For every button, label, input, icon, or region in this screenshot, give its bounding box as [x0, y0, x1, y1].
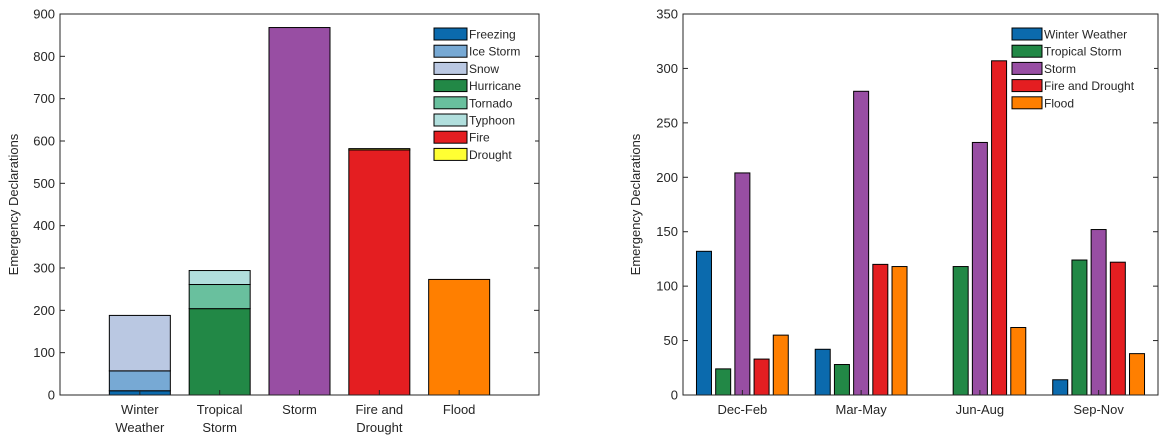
legend-label: Freezing: [469, 28, 516, 42]
legend-swatch: [433, 27, 468, 41]
x-tick-label: Flood: [443, 402, 476, 417]
bar-2-series-4: [188, 308, 251, 396]
y-axis-label: Emergency Declarations: [6, 133, 21, 275]
bar-2-series-5: [188, 284, 251, 310]
x-tick-label: Tropical: [197, 402, 243, 417]
legend-label: Fire: [469, 131, 490, 145]
bar-2-series-6: [188, 270, 251, 286]
legend: Winter Weather Tropical Storm Storm Fire an…: [1008, 22, 1154, 114]
y-tick-label: 300: [33, 261, 55, 276]
legend-label: Ice Storm: [469, 45, 520, 59]
legend-label: Tropical Storm: [1044, 45, 1122, 59]
bar-1-series-5: [772, 334, 789, 396]
x-tick-label: Jun-Aug: [956, 402, 1004, 417]
bar-4-series-8: [348, 148, 411, 151]
y-tick-label: 200: [656, 170, 678, 185]
legend-swatch: [433, 130, 468, 144]
legend-swatch: [433, 61, 468, 75]
y-tick-label: 350: [656, 7, 678, 22]
bar-4-series-2: [1071, 259, 1088, 396]
bar-1-series-4: [753, 358, 770, 396]
legend-label: Storm: [1044, 62, 1076, 76]
x-tick-label: Mar-May: [835, 402, 887, 417]
legend-swatch: [1011, 61, 1043, 75]
y-tick-label: 100: [33, 345, 55, 360]
bar-3-series-9: [268, 27, 331, 396]
y-tick-label: 600: [33, 134, 55, 149]
y-tick-label: 700: [33, 91, 55, 106]
x-tick-label: Drought: [356, 420, 403, 435]
legend-swatch: [1011, 44, 1043, 58]
bar-4-series-5: [1129, 353, 1146, 396]
y-tick-label: 500: [33, 176, 55, 191]
bar-1-series-3: [108, 314, 171, 372]
legend-swatch: [1011, 27, 1043, 41]
y-axis-label: Emergency Declarations: [628, 133, 643, 275]
chart-right-grouped-bars: 0 50 100 150 200 250 300 350 Dec-Feb Mar-May Jun-A…: [628, 7, 1159, 417]
x-tick-label: Fire and: [355, 402, 403, 417]
y-tick-label: 900: [33, 7, 55, 22]
bar-5-series-10: [428, 278, 491, 396]
legend-swatch: [433, 44, 468, 58]
bar-3-series-3: [971, 141, 988, 396]
bar-4-series-1: [1052, 379, 1069, 396]
y-tick-label: 300: [656, 61, 678, 76]
bar-3-series-4: [991, 60, 1008, 396]
legend-label: Drought: [469, 148, 512, 162]
bar-3-series-2: [952, 266, 969, 396]
x-tick-label: Weather: [115, 420, 165, 435]
legend-label: Typhoon: [469, 114, 515, 128]
legend-swatch: [433, 147, 468, 161]
legend-label: Tornado: [469, 96, 513, 110]
bar-2-series-5: [891, 266, 908, 396]
x-tick-label: Sep-Nov: [1073, 402, 1124, 417]
legend: Freezing Ice Storm Snow Hurricane Tornado Typ…: [416, 22, 535, 166]
legend-label: Fire and Drought: [1044, 79, 1135, 93]
x-tick-label: Winter: [121, 402, 159, 417]
legend-swatch: [433, 79, 468, 93]
y-tick-label: 400: [33, 218, 55, 233]
legend-swatch: [433, 96, 468, 110]
bar-2-series-4: [872, 263, 889, 396]
x-tick-label: Dec-Feb: [717, 402, 767, 417]
bar-1-series-3: [734, 172, 751, 396]
legend-swatch: [1011, 96, 1043, 110]
y-tick-label: 0: [671, 388, 678, 403]
bar-1-series-1: [695, 250, 712, 396]
x-tick-label: Storm: [202, 420, 237, 435]
bar-2-series-1: [814, 348, 831, 396]
legend-swatch: [433, 113, 468, 127]
x-tick-label: Storm: [282, 402, 317, 417]
y-tick-label: 250: [656, 115, 678, 130]
bar-3-series-5: [1010, 327, 1027, 396]
legend-swatch: [1011, 79, 1043, 93]
bar-1-series-2: [108, 370, 171, 392]
y-tick-label: 100: [656, 279, 678, 294]
chart-left-stacked-bars: 0 100 200 300 400 500 600 700 800 900 Winter Weathe…: [6, 7, 540, 435]
y-tick-label: 800: [33, 49, 55, 64]
y-tick-label: 150: [656, 224, 678, 239]
plot-frame: [682, 13, 1159, 396]
bar-4-series-3: [1090, 229, 1107, 396]
legend-label: Flood: [1044, 96, 1074, 110]
bar-4-series-7: [348, 149, 411, 396]
y-tick-label: 50: [664, 333, 678, 348]
y-tick-label: 0: [48, 388, 55, 403]
legend-label: Snow: [469, 62, 499, 76]
y-tick-label: 200: [33, 303, 55, 318]
legend-label: Hurricane: [469, 79, 521, 93]
legend-label: Winter Weather: [1044, 28, 1127, 42]
bar-2-series-3: [853, 90, 870, 396]
bar-4-series-4: [1109, 261, 1126, 396]
bar-2-series-2: [833, 364, 850, 396]
bar-1-series-2: [715, 368, 732, 396]
